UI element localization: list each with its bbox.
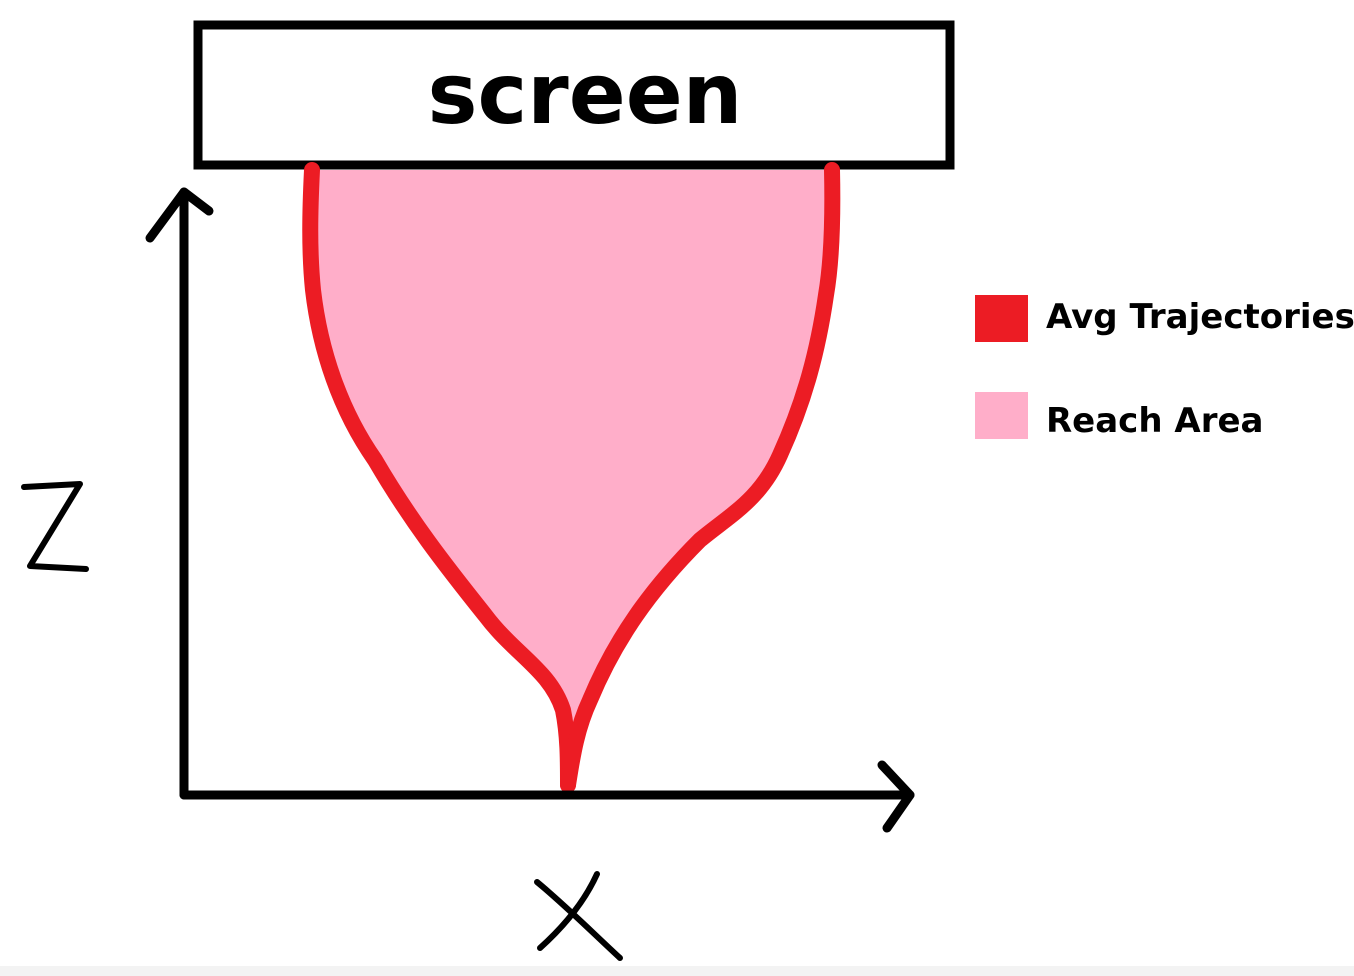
- legend-item-reach-area: Reach Area: [975, 392, 1263, 441]
- legend-label-reach-area: Reach Area: [1046, 401, 1263, 441]
- legend-item-avg-trajectories: Avg Trajectories: [975, 295, 1354, 342]
- legend: Avg Trajectories Reach Area: [975, 295, 1354, 441]
- reach-area-fill: [310, 170, 833, 785]
- legend-label-trajectories: Avg Trajectories: [1046, 297, 1354, 337]
- screen-label: screen: [428, 45, 743, 143]
- legend-swatch-trajectories: [975, 295, 1028, 342]
- legend-swatch-reach-area: [975, 392, 1028, 439]
- screen-box: screen: [193, 20, 955, 170]
- right-trajectory-line: [560, 162, 841, 793]
- x-axis-arrowhead: [877, 760, 915, 833]
- x-label-glyph: [534, 871, 623, 961]
- screen-rect: [193, 20, 955, 170]
- z-axis-arrowhead: [145, 187, 214, 243]
- z-label-glyph: [21, 481, 89, 572]
- x-axis: [179, 760, 915, 833]
- left-trajectory-line: [302, 162, 576, 793]
- bottom-strip: [0, 966, 1354, 976]
- z-axis: [145, 187, 214, 800]
